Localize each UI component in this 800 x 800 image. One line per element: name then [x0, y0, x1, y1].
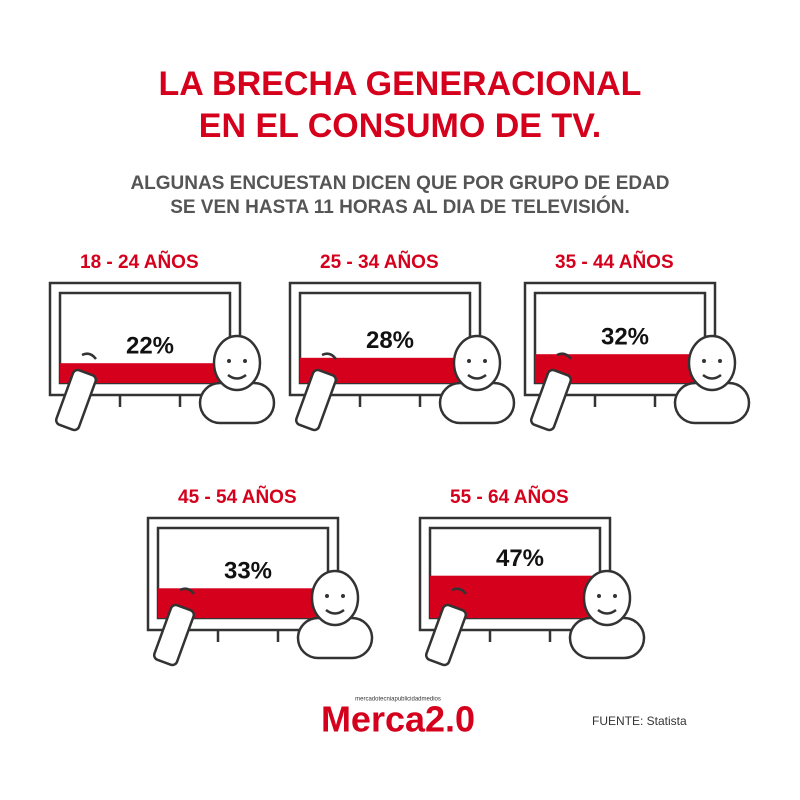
remote-signal	[179, 587, 195, 595]
remote	[529, 368, 573, 432]
remote-signal	[451, 587, 467, 595]
person-face	[467, 373, 487, 380]
person-head	[582, 569, 632, 627]
category-label: 18 - 24 AÑOS	[80, 251, 199, 273]
source: FUENTE: Statista	[592, 714, 687, 728]
person-eye	[243, 359, 247, 363]
brand: Merca2.0	[321, 699, 475, 740]
person-head	[212, 334, 262, 392]
title-line: LA BRECHA GENERACIONAL	[159, 65, 642, 103]
person-eye	[325, 594, 329, 598]
person-head	[452, 334, 502, 392]
person-eye	[597, 594, 601, 598]
value-label: 32%	[601, 324, 649, 351]
subtitle-line: ALGUNAS ENCUESTAN DICEN QUE POR GRUPO DE…	[130, 173, 669, 194]
person-eye	[718, 359, 722, 363]
person-eye	[702, 359, 706, 363]
person-face	[597, 608, 617, 615]
person-eye	[467, 359, 471, 363]
brand-tagline: mercadotecniapublicidadmedios	[355, 697, 441, 703]
person-head	[310, 569, 360, 627]
category-label: 35 - 44 AÑOS	[555, 251, 674, 273]
person-face	[702, 373, 722, 380]
fill-bar	[60, 363, 230, 383]
person-eye	[613, 594, 617, 598]
remote	[424, 603, 468, 667]
person-face	[227, 373, 247, 380]
person-face	[325, 608, 345, 615]
category-label: 45 - 54 AÑOS	[178, 486, 297, 508]
remote-signal	[81, 352, 97, 360]
remote	[54, 368, 98, 432]
title-line: EN EL CONSUMO DE TV.	[199, 107, 601, 145]
value-label: 28%	[366, 327, 414, 354]
category-label: 25 - 34 AÑOS	[320, 251, 439, 273]
person-eye	[341, 594, 345, 598]
value-label: 33%	[224, 558, 272, 585]
person-eye	[483, 359, 487, 363]
remote-signal	[556, 352, 572, 360]
category-label: 55 - 64 AÑOS	[450, 486, 569, 508]
remote	[152, 603, 196, 667]
remote-signal	[321, 352, 337, 360]
person-head	[687, 334, 737, 392]
person-eye	[227, 359, 231, 363]
value-label: 22%	[126, 333, 174, 360]
subtitle-line: SE VEN HASTA 11 HORAS AL DIA DE TELEVISI…	[170, 196, 630, 218]
remote	[294, 368, 338, 432]
value-label: 47%	[496, 545, 544, 572]
